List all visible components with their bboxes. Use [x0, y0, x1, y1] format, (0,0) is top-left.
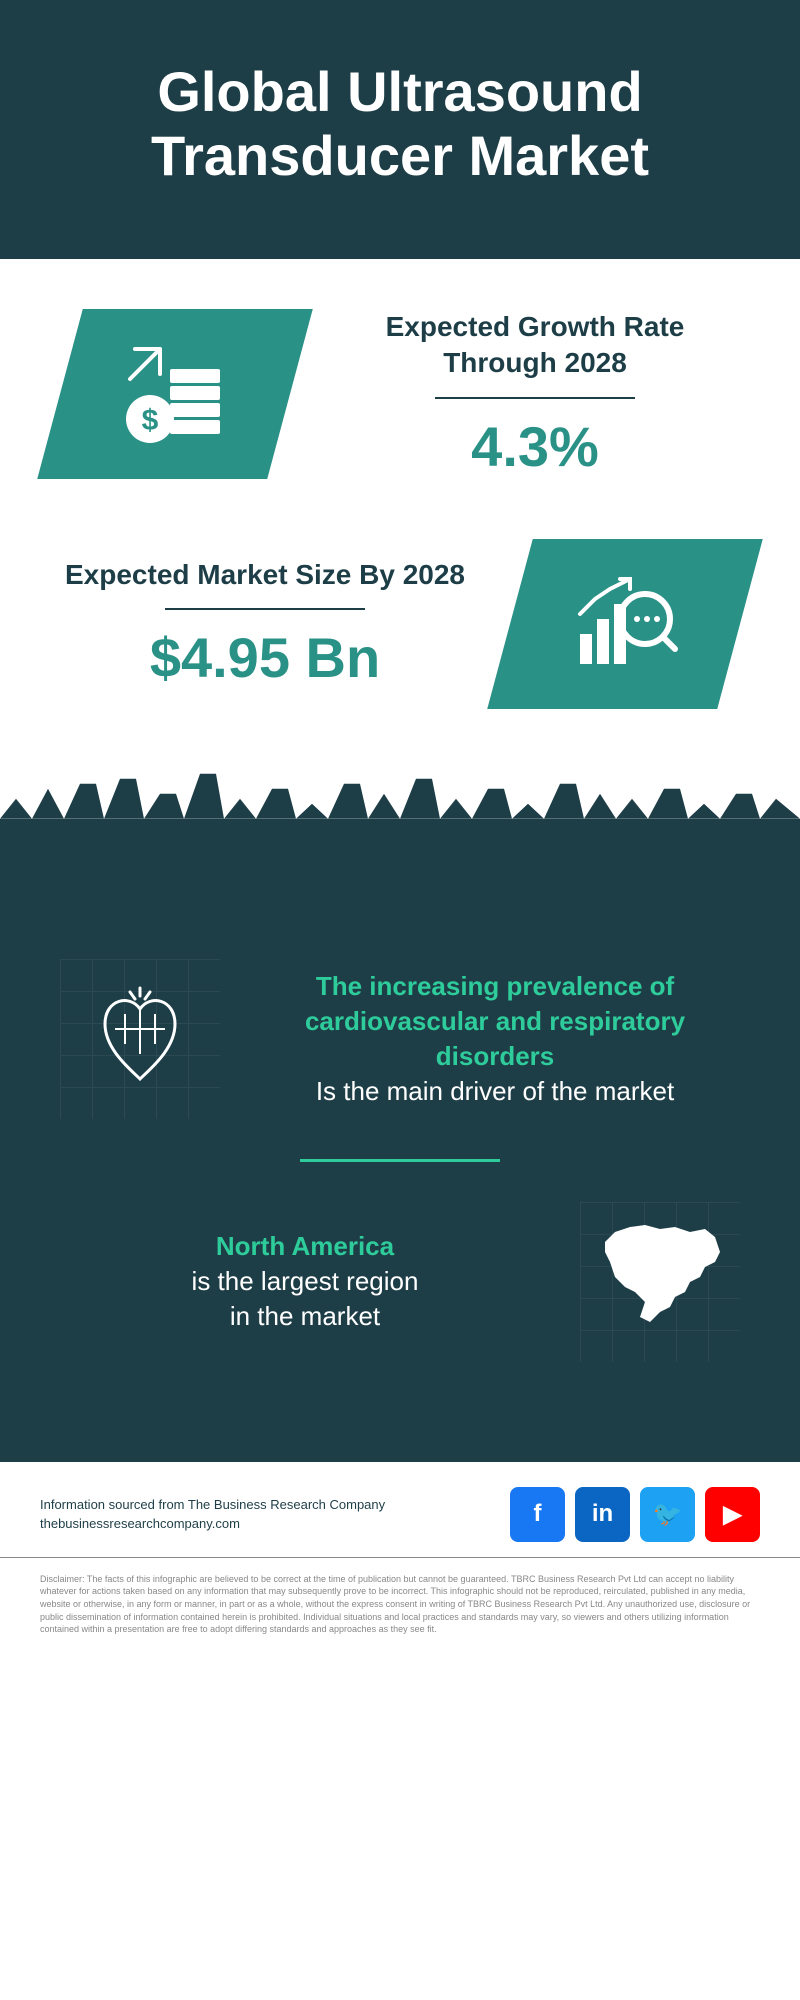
driver-block: The increasing prevalence of cardiovascu… [60, 959, 740, 1119]
social-icons: f in 🐦 ▶ [510, 1487, 760, 1542]
growth-rate-label: Expected Growth Rate Through 2028 [330, 309, 740, 382]
svg-text:$: $ [142, 404, 159, 437]
youtube-icon[interactable]: ▶ [705, 1487, 760, 1542]
footer: Information sourced from The Business Re… [0, 1462, 800, 1557]
footer-line-2: thebusinessresearchcompany.com [40, 1514, 385, 1534]
disclaimer: Disclaimer: The facts of this infographi… [0, 1557, 800, 1666]
market-size-text: Expected Market Size By 2028 $4.95 Bn [60, 557, 470, 690]
skyline-divider [0, 819, 800, 929]
growth-rate-value: 4.3% [330, 414, 740, 479]
driver-highlight: The increasing prevalence of cardiovascu… [305, 971, 685, 1071]
heart-icon [60, 959, 220, 1119]
footer-line-1: Information sourced from The Business Re… [40, 1495, 385, 1515]
money-growth-icon: $ [37, 309, 313, 479]
linkedin-icon[interactable]: in [575, 1487, 630, 1542]
region-text: North America is the largest region in t… [60, 1229, 550, 1334]
region-rest-1: is the largest region [192, 1266, 419, 1296]
page-title: Global Ultrasound Transducer Market [40, 60, 760, 189]
driver-rest: Is the main driver of the market [316, 1076, 674, 1106]
divider [435, 397, 635, 399]
stats-section: $ Expected Growth Rate Through 2028 4.3% [0, 259, 800, 819]
insights-section: The increasing prevalence of cardiovascu… [0, 929, 800, 1462]
region-highlight: North America [216, 1231, 394, 1261]
growth-rate-text: Expected Growth Rate Through 2028 4.3% [330, 309, 740, 479]
footer-attribution: Information sourced from The Business Re… [40, 1495, 385, 1534]
market-size-value: $4.95 Bn [60, 625, 470, 690]
facebook-icon[interactable]: f [510, 1487, 565, 1542]
region-block: North America is the largest region in t… [60, 1202, 740, 1362]
driver-text: The increasing prevalence of cardiovascu… [250, 969, 740, 1109]
market-size-stat: Expected Market Size By 2028 $4.95 Bn [60, 539, 740, 709]
twitter-icon[interactable]: 🐦 [640, 1487, 695, 1542]
market-size-label: Expected Market Size By 2028 [60, 557, 470, 593]
north-america-map-icon [580, 1202, 740, 1362]
header-banner: Global Ultrasound Transducer Market [0, 0, 800, 259]
section-divider [300, 1159, 500, 1162]
divider [165, 608, 365, 610]
growth-rate-stat: $ Expected Growth Rate Through 2028 4.3% [60, 309, 740, 479]
chart-analysis-icon [487, 539, 763, 709]
region-rest-2: in the market [230, 1301, 380, 1331]
